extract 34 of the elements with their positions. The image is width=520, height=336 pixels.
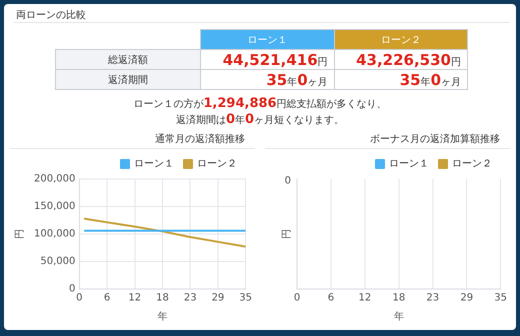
x-tick-label: 18 — [156, 292, 169, 304]
category-label: ローン１ — [200, 30, 334, 50]
text: 44,521,416円 — [222, 51, 328, 69]
x-axis-title: 年 — [157, 310, 168, 323]
x-tick-label: 0 — [76, 292, 83, 304]
text: 円 — [282, 229, 293, 239]
text: 0 — [284, 176, 291, 187]
legend-label: ローン２ — [197, 158, 237, 170]
y-tick-label: 50,000 — [40, 256, 76, 268]
legend-label: ローン１ — [389, 158, 429, 170]
chart-title: 通常月の返済額推移 — [10, 132, 255, 149]
x-tick-label: 35 — [239, 292, 252, 304]
x-tick-label: 29 — [212, 292, 224, 304]
text: 年 — [394, 310, 404, 323]
y-tick-label: 150,000 — [34, 201, 76, 212]
category-label: 返済期間 — [108, 74, 148, 86]
y-tick-label: 0 — [68, 284, 76, 295]
text: 35年0ヶ月 — [266, 71, 328, 89]
y-tick-label: 100,000 — [34, 228, 76, 240]
text: 35年0ヶ月 — [400, 71, 461, 89]
legend-label: ローン１ — [134, 158, 174, 170]
category-label: 総返済額 — [108, 54, 148, 66]
text: ローン１の方が1,294,886円総支払額が多くなり、 — [133, 96, 387, 111]
y-axis-title: 円 — [14, 229, 26, 239]
legend-label: ローン２ — [452, 158, 492, 170]
y-tick-label: 200,000 — [34, 174, 76, 185]
text: 43,226,530円 — [356, 51, 461, 69]
text: ボーナス月の返済加算額推移 — [265, 132, 510, 149]
text: 両ローンの比較 — [16, 8, 86, 22]
x-tick-label: 12 — [128, 292, 142, 304]
text: 返済期間は0年0ヶ月短くなります。 — [176, 112, 344, 127]
category-label: ローン２ — [334, 30, 468, 50]
x-tick-label: 6 — [104, 292, 110, 304]
x-tick-label: 23 — [184, 292, 197, 304]
